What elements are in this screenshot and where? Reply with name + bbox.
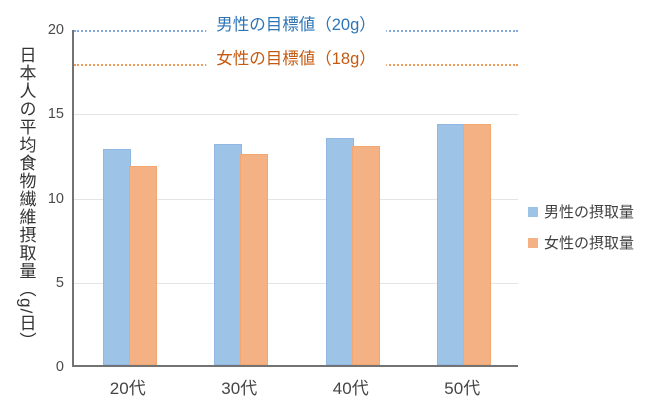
- legend-item-female: 女性の摂取量: [528, 232, 634, 253]
- y-tick-label-15: 15: [47, 106, 64, 123]
- target-label-female: 女性の目標値（18g）: [206, 48, 386, 70]
- x-label-50代: 50代: [444, 379, 481, 398]
- gridline-10: [74, 198, 518, 200]
- legend-label: 男性の摂取量: [544, 204, 635, 221]
- x-label-30代: 30代: [221, 379, 258, 398]
- legend: 男性の摂取量 女性の摂取量: [528, 201, 634, 263]
- legend-label: 女性の摂取量: [544, 235, 635, 252]
- y-axis-title: 日本人の平均食物繊維摂取量（g/日）: [16, 46, 36, 351]
- y-axis-title-wrap: 日本人の平均食物繊維摂取量（g/日）: [8, 30, 44, 367]
- bar-female-40代: [351, 145, 380, 365]
- target-line-male: 男性の目標値（20g）: [74, 15, 518, 36]
- x-label-40代: 40代: [332, 379, 369, 398]
- target-label-male: 男性の目標値（20g）: [206, 15, 386, 36]
- bar-female-30代: [240, 154, 269, 365]
- x-label-20代: 20代: [109, 379, 146, 398]
- y-tick-label-20: 20: [47, 22, 64, 38]
- legend-swatch-icon: [528, 206, 538, 217]
- y-tick-label-0: 0: [55, 359, 64, 375]
- bar-male-20代: [102, 149, 131, 365]
- y-tick-label-5: 5: [55, 274, 64, 291]
- y-tick-label-10: 10: [47, 190, 64, 207]
- gridline-5: [74, 282, 518, 284]
- bar-male-30代: [214, 144, 243, 365]
- bar-male-40代: [325, 137, 354, 365]
- bar-female-50代: [463, 124, 492, 365]
- gridline-15: [74, 114, 518, 116]
- legend-item-male: 男性の摂取量: [528, 201, 634, 222]
- bar-female-20代: [128, 166, 157, 365]
- legend-swatch-icon: [528, 237, 538, 248]
- bar-male-50代: [437, 124, 466, 365]
- target-line-female: 女性の目標値（18g）: [74, 48, 518, 70]
- plot-area: 男性の目標値（20g） 女性の目標値（18g）: [72, 15, 518, 367]
